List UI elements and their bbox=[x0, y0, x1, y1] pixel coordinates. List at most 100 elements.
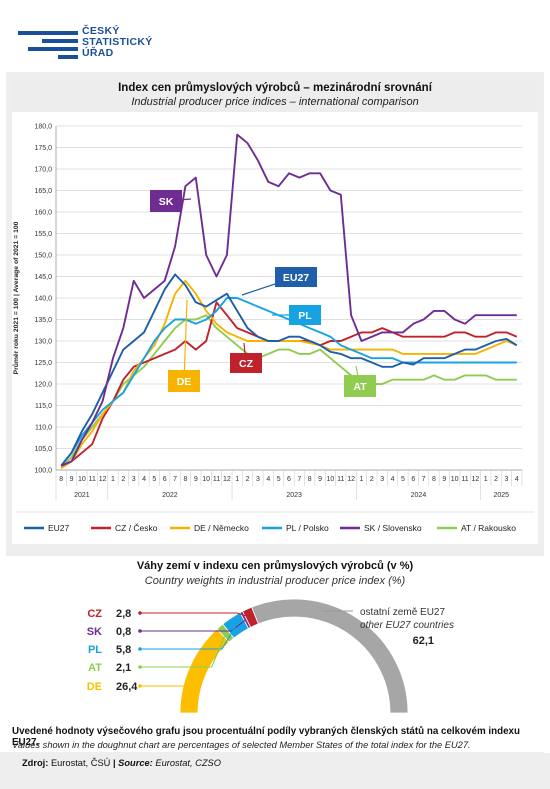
series-tag-box bbox=[168, 370, 200, 392]
x-tick-label: 10 bbox=[78, 476, 86, 483]
doughnut-leader-dot bbox=[138, 611, 142, 615]
doughnut-other-value: 62,1 bbox=[413, 635, 434, 647]
series-tag-label: PL bbox=[298, 310, 312, 322]
x-tick-label: 2 bbox=[370, 476, 374, 483]
x-tick-label: 4 bbox=[515, 476, 519, 483]
doughnut-value-label: 26,4 bbox=[116, 681, 138, 693]
x-tick-label: 12 bbox=[99, 476, 107, 483]
doughnut-value-label: 2,8 bbox=[116, 608, 131, 620]
doughnut-leader-line bbox=[140, 612, 251, 618]
x-tick-label: 12 bbox=[223, 476, 231, 483]
logo-line-1: ČESKÝ bbox=[82, 25, 120, 37]
y-tick-label: 125,0 bbox=[34, 360, 52, 367]
x-tick-label: 6 bbox=[411, 476, 415, 483]
x-tick-label: 11 bbox=[461, 476, 468, 483]
x-tick-label: 1 bbox=[360, 476, 364, 483]
x-tick-label: 7 bbox=[297, 476, 301, 483]
doughnut-value-label: 0,8 bbox=[116, 626, 131, 638]
y-tick-label: 155,0 bbox=[34, 231, 52, 238]
x-tick-label: 3 bbox=[380, 476, 384, 483]
series-line-at bbox=[60, 314, 517, 469]
series-line-cz bbox=[60, 301, 518, 469]
x-tick-label: 8 bbox=[183, 476, 187, 483]
czso-logo: ČESKÝ STATISTICKÝ ÚŘAD bbox=[18, 22, 158, 62]
doughnut-title-cz: Váhy zemí v indexu cen průmyslových výro… bbox=[136, 560, 414, 572]
series-tag-box bbox=[344, 375, 376, 397]
year-label: 2021 bbox=[74, 492, 90, 499]
y-tick-label: 150,0 bbox=[34, 253, 52, 260]
note-cz: Uvedené hodnoty výsečového grafu jsou pr… bbox=[12, 726, 520, 748]
x-tick-label: 2 bbox=[246, 476, 250, 483]
year-label: 2025 bbox=[493, 492, 509, 499]
series-line-de bbox=[60, 279, 518, 469]
y-tick-label: 135,0 bbox=[34, 317, 52, 324]
x-tick-label: 9 bbox=[318, 476, 322, 483]
logo-line-2: STATISTICKÝ bbox=[82, 36, 153, 48]
x-tick-label: 10 bbox=[327, 476, 335, 483]
doughnut-leader-dot bbox=[138, 665, 142, 669]
doughnut-country-label: AT bbox=[88, 662, 102, 674]
doughnut-country-label: SK bbox=[87, 626, 102, 638]
legend-entry: DE / Německo bbox=[194, 523, 249, 533]
doughnut-value-label: 2,1 bbox=[116, 662, 131, 674]
tag-connector bbox=[183, 299, 188, 382]
x-tick-label: 7 bbox=[422, 476, 426, 483]
doughnut-country-label: DE bbox=[87, 681, 102, 693]
doughnut-leader-dot bbox=[138, 629, 142, 633]
doughnut-value-label: 5,8 bbox=[116, 644, 131, 656]
legend-entry: AT / Rakousko bbox=[461, 523, 516, 533]
x-tick-label: 6 bbox=[163, 476, 167, 483]
doughnut-leader-line bbox=[140, 633, 227, 668]
x-tick-label: 3 bbox=[132, 476, 136, 483]
x-tick-label: 6 bbox=[287, 476, 291, 483]
series-line-sk bbox=[60, 133, 517, 467]
y-tick-label: 175,0 bbox=[34, 145, 52, 152]
series-tag-label: SK bbox=[159, 196, 174, 208]
source-en: Eurostat, CZSO bbox=[155, 758, 221, 768]
x-tick-label: 11 bbox=[89, 476, 96, 483]
y-tick-label: 170,0 bbox=[34, 167, 52, 174]
y-tick-label: 130,0 bbox=[34, 339, 52, 346]
note-en: Values shown in the doughnut chart are p… bbox=[12, 740, 471, 750]
x-tick-label: 2 bbox=[494, 476, 498, 483]
y-tick-label: 145,0 bbox=[34, 274, 52, 281]
doughnut-leader-line bbox=[140, 625, 237, 650]
series-tag-box bbox=[230, 353, 262, 373]
x-tick-label: 11 bbox=[213, 476, 220, 483]
source-label: Zdroj: bbox=[22, 758, 49, 768]
y-tick-label: 140,0 bbox=[34, 296, 52, 303]
source-label-en: Source: bbox=[118, 758, 153, 768]
x-tick-label: 5 bbox=[152, 476, 156, 483]
x-tick-label: 9 bbox=[70, 476, 74, 483]
y-tick-label: 165,0 bbox=[34, 188, 52, 195]
y-tick-label: 105,0 bbox=[34, 446, 52, 453]
doughnut-leader-dot bbox=[138, 647, 142, 651]
legend-entry: PL / Polsko bbox=[286, 523, 329, 533]
doughnut-country-label: PL bbox=[88, 644, 102, 656]
year-label: 2022 bbox=[162, 492, 178, 499]
y-axis-label: Průměr roku 2021 = 100 | Average of 2021… bbox=[12, 221, 20, 374]
frame-edge bbox=[544, 713, 550, 753]
series-tag-label: EU27 bbox=[283, 272, 309, 284]
year-label: 2024 bbox=[411, 492, 427, 499]
x-tick-label: 8 bbox=[308, 476, 312, 483]
doughnut-other-label: ostatní země EU27 bbox=[360, 607, 445, 618]
y-tick-label: 180,0 bbox=[34, 124, 52, 131]
x-tick-label: 4 bbox=[391, 476, 395, 483]
x-tick-label: 4 bbox=[266, 476, 270, 483]
x-tick-label: 11 bbox=[337, 476, 344, 483]
chart-title-cz: Index cen průmyslových výrobců – mezinár… bbox=[118, 82, 432, 94]
x-tick-label: 12 bbox=[347, 476, 355, 483]
x-tick-label: 2 bbox=[121, 476, 125, 483]
source-separator: | bbox=[112, 758, 116, 768]
x-tick-label: 12 bbox=[472, 476, 480, 483]
x-tick-label: 1 bbox=[235, 476, 239, 483]
x-tick-label: 1 bbox=[111, 476, 115, 483]
x-tick-label: 3 bbox=[256, 476, 260, 483]
doughnut-other-label-en: other EU27 countries bbox=[360, 620, 454, 631]
series-tag-box bbox=[275, 267, 317, 287]
series-tag-label: AT bbox=[353, 381, 367, 393]
series-tag-box bbox=[150, 190, 182, 212]
legend-entry: SK / Slovensko bbox=[364, 523, 422, 533]
